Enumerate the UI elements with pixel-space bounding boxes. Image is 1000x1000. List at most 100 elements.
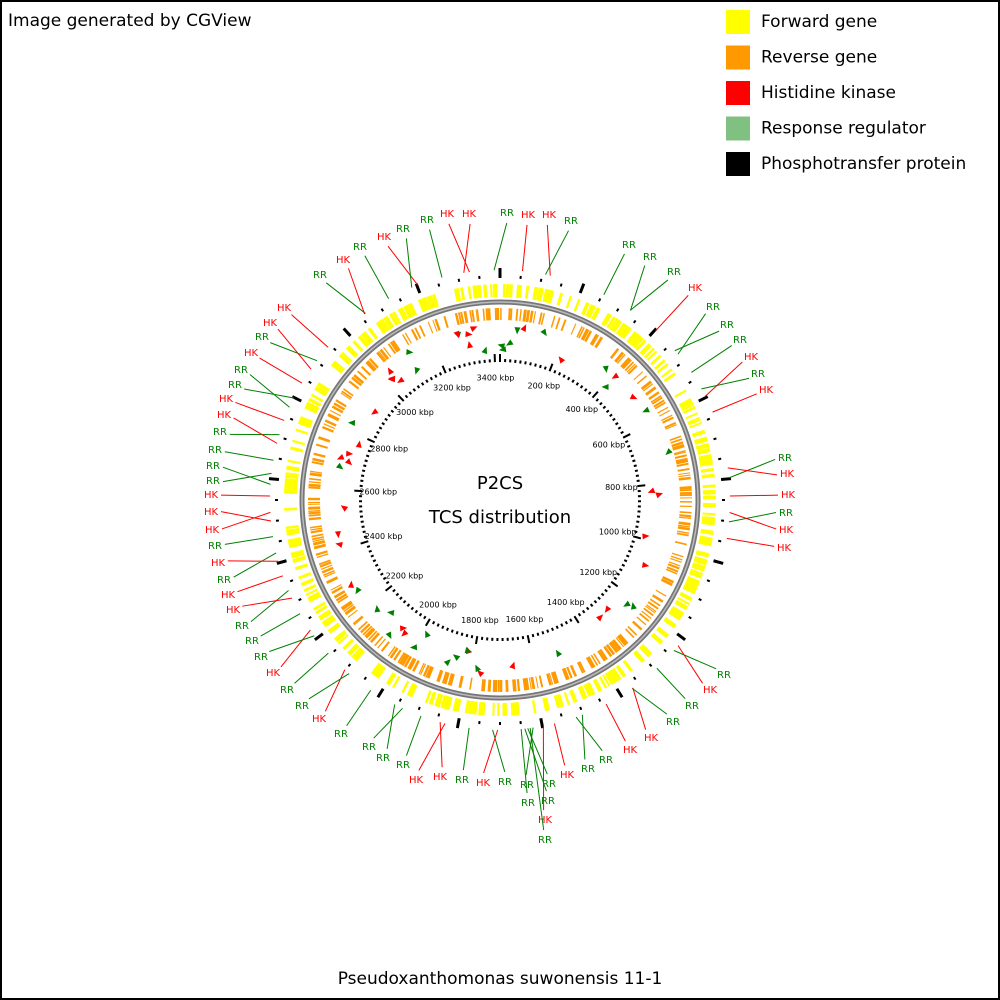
reverse-gene: [597, 650, 606, 662]
outer-tick: [363, 676, 368, 681]
forward-gene: [671, 605, 685, 617]
inner-tick: [632, 535, 642, 540]
reverse-gene: [383, 347, 392, 358]
legend-label: Response regulator: [761, 119, 926, 139]
reverse-gene: [367, 630, 378, 641]
forward-gene: [284, 483, 298, 489]
forward-gene: [367, 327, 379, 340]
inner-tick: [412, 388, 417, 392]
map: 200 kbp 400 kbp 600 kbp 800 kbp 1000 kbp 1200…: [204, 208, 796, 846]
reverse-gene: [672, 443, 685, 449]
reverse-gene: [333, 402, 346, 411]
inner-tick: [460, 632, 464, 636]
leader-line: [405, 715, 422, 756]
reverse-gene: [389, 647, 399, 659]
inner-tick: [363, 535, 368, 539]
outer-tick: [598, 698, 602, 702]
reverse-gene: [412, 660, 420, 672]
leader-line: [224, 536, 274, 545]
gene-label: RR: [280, 685, 294, 696]
inner-tick: [450, 629, 454, 633]
gene-label: HK: [336, 255, 351, 266]
forward-gene: [453, 287, 462, 302]
forward-gene: [615, 322, 627, 336]
forward-gene: [660, 368, 673, 379]
forward-gene: [682, 405, 696, 415]
gene-label: HK: [277, 303, 292, 314]
reverse-gene: [666, 566, 679, 573]
leader-line: [581, 714, 586, 760]
leader-line: [463, 223, 471, 273]
forward-gene: [322, 616, 337, 628]
inner-tick: [599, 401, 603, 406]
leader-line: [525, 727, 534, 776]
outer-tick: [268, 477, 280, 482]
reverse-gene: [529, 310, 534, 323]
reverse-gene: [323, 569, 335, 577]
scale-label: 2400 kbp: [365, 532, 403, 541]
inner-tick: [436, 623, 440, 627]
gene-label: HK: [244, 348, 259, 359]
reverse-gene: [422, 664, 430, 677]
gene-label: RR: [228, 380, 242, 391]
forward-gene: [315, 385, 328, 395]
outer-tick: [417, 706, 421, 711]
gene-label: RR: [313, 270, 327, 281]
reverse-gene: [678, 474, 691, 478]
reverse-gene: [605, 644, 616, 656]
reverse-gene: [308, 511, 321, 515]
forward-gene: [674, 599, 689, 611]
reverse-gene: [441, 671, 448, 684]
outer-tick: [632, 676, 637, 681]
inner-tick: [473, 361, 476, 365]
leader-line: [629, 279, 669, 311]
forward-gene: [327, 622, 341, 634]
gene-label: HK: [211, 558, 226, 569]
gene-label: RR: [733, 335, 747, 346]
reverse-gene: [329, 409, 342, 417]
gene-label: RR: [295, 701, 309, 712]
forward-gene: [656, 362, 669, 374]
reverse-gene: [673, 450, 686, 455]
forward-gene: [334, 629, 346, 641]
leader-line: [483, 729, 499, 774]
inner-tick: [474, 635, 479, 645]
feature-marker: [555, 649, 563, 658]
inner-tick: [470, 634, 474, 639]
reverse-gene: [318, 436, 331, 443]
reverse-gene: [620, 357, 631, 368]
forward-gene: [583, 683, 593, 697]
reverse-gene: [310, 529, 323, 534]
forward-gene: [542, 697, 550, 712]
inner-tick: [448, 368, 452, 372]
reverse-gene: [679, 511, 692, 514]
outer-tick: [718, 539, 722, 543]
outer-tick: [291, 395, 302, 403]
reverse-gene: [548, 672, 554, 685]
reverse-gene: [650, 395, 662, 403]
inner-tick: [397, 401, 401, 406]
inner-tick: [378, 426, 383, 430]
gene-label: HK: [205, 525, 220, 536]
leader-line: [220, 494, 271, 497]
reverse-gene: [508, 308, 512, 321]
inner-tick: [432, 620, 436, 625]
reverse-gene: [353, 616, 364, 626]
feature-marker: [399, 625, 408, 632]
reverse-gene: [389, 341, 399, 353]
gene-label: RR: [599, 755, 613, 766]
forward-gene: [304, 406, 318, 414]
legend-swatch: [726, 10, 750, 34]
leader-line: [405, 238, 413, 288]
reverse-gene: [665, 424, 677, 430]
reverse-gene: [645, 386, 657, 396]
forward-gene: [656, 626, 669, 639]
reverse-gene: [510, 308, 513, 321]
forward-gene: [681, 403, 695, 412]
scale-label: 200 kbp: [528, 382, 561, 391]
inner-tick: [546, 629, 550, 633]
forward-gene: [646, 350, 658, 361]
inner-tick: [605, 409, 610, 414]
forward-gene: [650, 354, 662, 366]
gene-label: HK: [204, 490, 219, 501]
